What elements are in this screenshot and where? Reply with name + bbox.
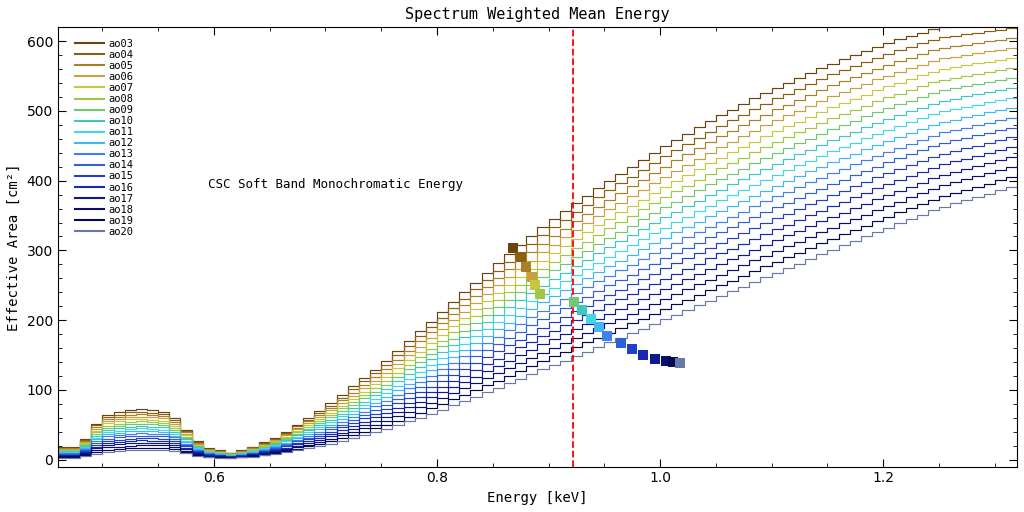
Y-axis label: Effective Area [cm²]: Effective Area [cm²] [7, 163, 20, 331]
X-axis label: Energy [keV]: Energy [keV] [487, 491, 588, 505]
Title: Spectrum Weighted Mean Energy: Spectrum Weighted Mean Energy [406, 7, 670, 22]
Legend: ao03, ao04, ao05, ao06, ao07, ao08, ao09, ao10, ao11, ao12, ao13, ao14, ao15, ao: ao03, ao04, ao05, ao06, ao07, ao08, ao09… [73, 37, 135, 239]
Text: CSC Soft Band Monochromatic Energy: CSC Soft Band Monochromatic Energy [208, 178, 463, 190]
